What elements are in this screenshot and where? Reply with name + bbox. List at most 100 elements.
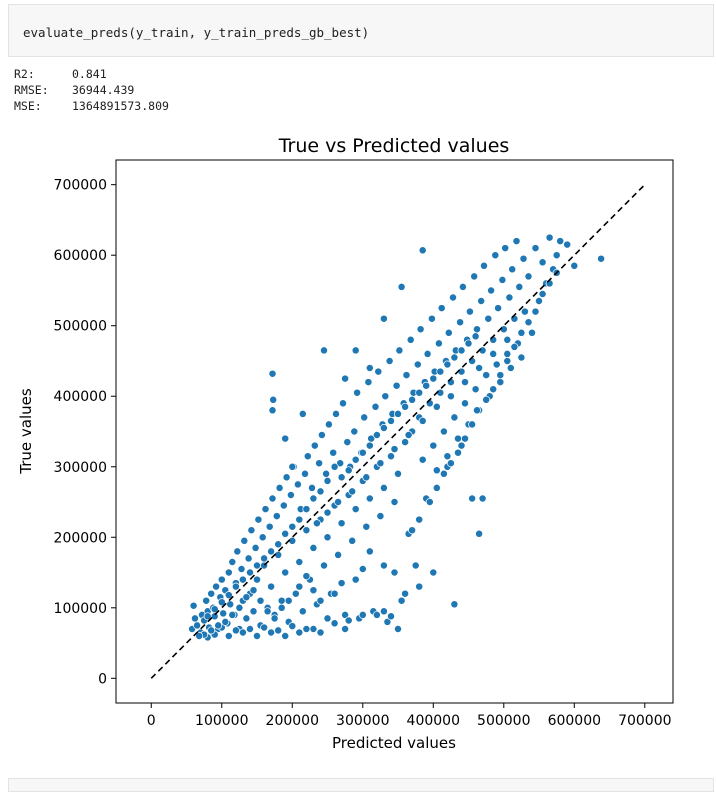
scatter-point [570,261,579,270]
y-tick-label: 400000 [54,389,107,405]
scatter-point [418,416,427,425]
cell-output: R2: 0.841 RMSE: 36944.439 MSE: 1364891573.8… [14,66,169,114]
scatter-point [385,357,394,365]
scatter-point [519,254,528,263]
scatter-point [446,392,455,401]
scatter-point [344,616,353,625]
scatter-point [457,441,466,450]
scatter-point [450,600,459,609]
scatter-point [267,582,276,591]
scatter-point [383,617,392,626]
y-tick-label: 600000 [54,248,107,264]
scatter-point [351,455,360,464]
y-tick-label: 300000 [54,460,107,476]
scatter-point [468,420,477,429]
scatter-point [401,589,410,598]
y-tick-label: 200000 [54,530,107,546]
scatter-point [263,607,272,616]
scatter-point [437,304,446,313]
scatter-point [379,483,388,492]
scatter-point [473,325,481,334]
scatter-point [322,469,331,478]
scatter-point [267,628,276,637]
scatter-point [249,586,258,595]
scatter-point [193,621,202,630]
y-tick-label: 100000 [54,601,107,617]
scatter-point [195,632,204,640]
scatter-point [308,483,316,492]
scatter-point [464,339,473,348]
scatter-point [473,406,481,415]
scatter-point [224,568,233,577]
scatter-point [323,508,332,517]
scatter-point [258,533,267,542]
scatter-point [334,498,343,506]
scatter-point [303,452,312,461]
scatter-point [531,244,540,253]
scatter-point [265,522,274,531]
scatter-point [471,385,480,394]
reference-line [150,184,646,679]
scatter-point [415,388,424,397]
scatter-point [316,628,325,637]
scatter-point [288,622,297,631]
scatter-point [371,402,380,411]
scatter-point [471,332,480,341]
scatter-point [260,554,269,563]
scatter-point [439,469,448,478]
scatter-point [251,543,260,552]
scatter-point [418,455,427,464]
scatter-point [492,360,501,369]
code-cell[interactable]: evaluate_preds(y_train, y_train_preds_gb… [8,4,714,57]
x-tick-label: 500000 [477,713,530,729]
scatter-point [302,505,311,514]
scatter-point [247,526,256,535]
scatter-point [517,353,526,362]
scatter-point [482,395,491,404]
metric-row-rmse: RMSE: 36944.439 [14,82,169,98]
scatter-point [503,335,512,344]
scatter-point [360,413,369,422]
scatter-point [277,603,286,612]
scatter-point [454,434,462,443]
x-tick-label: 200000 [266,713,319,729]
scatter-point [309,586,318,595]
scatter-point [415,515,424,524]
scatter-point [330,462,339,471]
scatter-point [237,565,246,573]
scatter-point [362,473,371,482]
scatter-point [404,431,413,439]
scatter-point [531,307,540,316]
scatter-point [295,582,304,591]
scatter-point [477,297,486,305]
scatter-point [281,434,290,443]
scatter-point [295,628,304,637]
scatter-point [401,402,410,411]
scatter-point [489,349,498,358]
scatter-point [330,619,339,628]
scatter-point [231,626,240,635]
scatter-point [348,487,357,496]
scatter-point [487,286,496,295]
scatter-point [268,494,277,503]
scatter-point [524,272,533,281]
scatter-point [397,282,406,291]
scatter-point [332,409,340,418]
scatter-point [545,233,554,242]
scatter-point [291,589,300,598]
metric-label: RMSE: [14,83,49,97]
scatter-point [443,360,452,369]
scatter-point [323,533,332,542]
scatter-point [337,473,346,482]
scatter-point [281,529,290,538]
metric-value: 1364891573.809 [72,99,169,113]
scatter-point [515,282,524,291]
scatter-point [244,554,253,563]
scatter-point [429,568,438,577]
scatter-point [484,314,493,323]
scatter-point [317,431,326,439]
scatter-point [269,395,278,404]
scatter-point [563,240,572,249]
scatter-point [408,526,417,535]
scatter-point [226,600,235,609]
